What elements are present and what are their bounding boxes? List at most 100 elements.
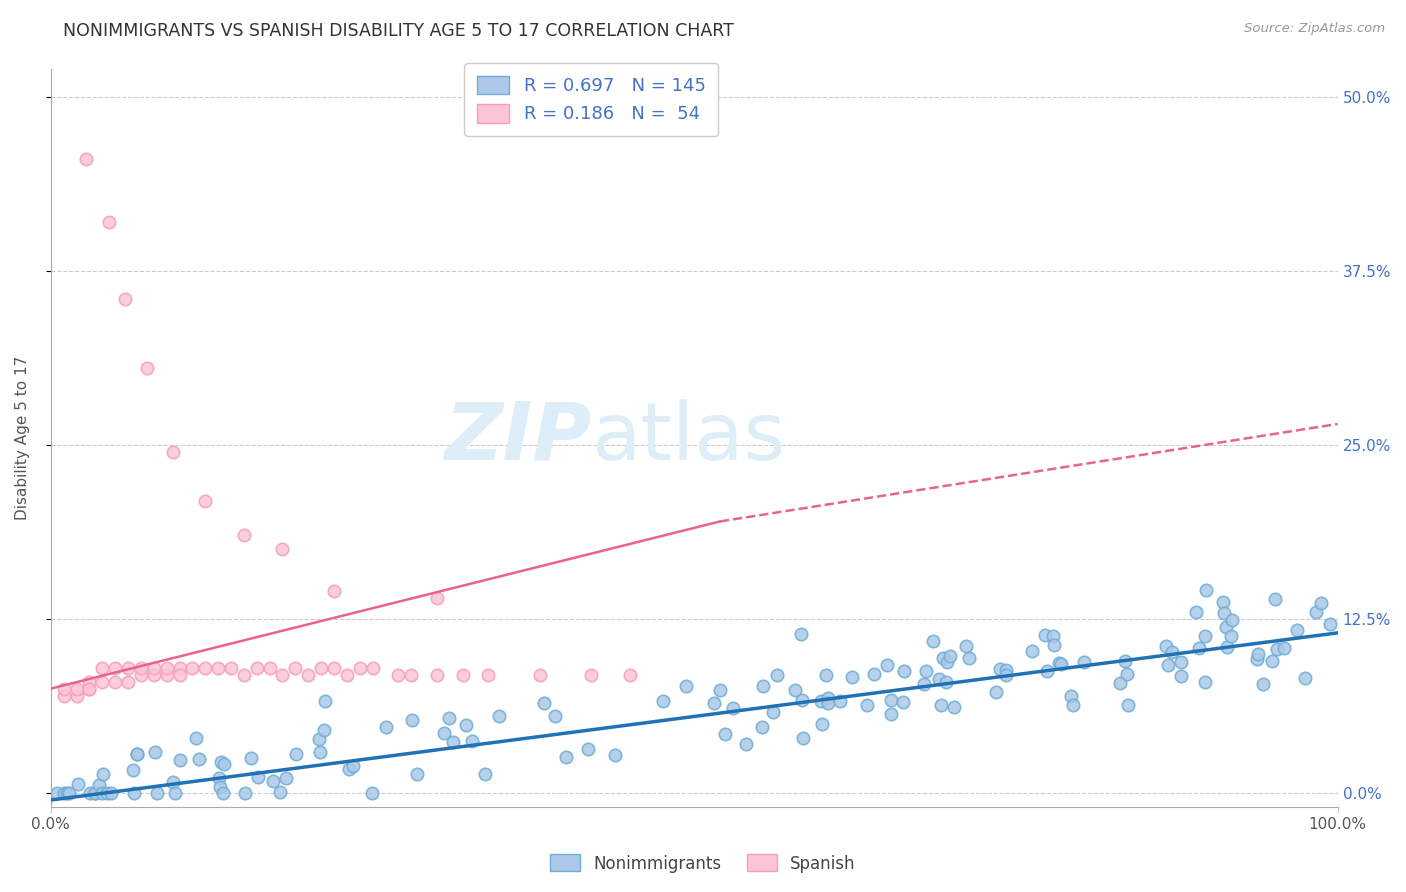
Point [162, 775, 184, 789]
Point [125, 747, 148, 761]
Point [297, 667, 319, 681]
Point [426, 591, 449, 605]
Point [207, 661, 229, 675]
Point [426, 667, 449, 681]
Point [1251, 677, 1274, 691]
Point [361, 661, 384, 675]
Point [212, 757, 235, 772]
Point [581, 667, 603, 681]
Point [142, 661, 165, 675]
Point [529, 667, 551, 681]
Point [165, 786, 187, 800]
Point [75, 153, 97, 167]
Legend: R = 0.697   N = 145, R = 0.186   N =  54: R = 0.697 N = 145, R = 0.186 N = 54 [464, 63, 718, 136]
Text: ZIP: ZIP [444, 399, 592, 477]
Point [433, 726, 456, 740]
Point [555, 750, 578, 764]
Point [323, 584, 346, 599]
Point [533, 696, 555, 710]
Point [232, 667, 254, 681]
Point [399, 667, 422, 681]
Point [1042, 630, 1064, 644]
Point [1043, 638, 1066, 652]
Point [703, 696, 725, 710]
Point [100, 786, 122, 800]
Point [1073, 655, 1095, 669]
Point [474, 767, 496, 781]
Legend: Nonimmigrants, Spanish: Nonimmigrants, Spanish [544, 847, 862, 880]
Point [461, 734, 484, 748]
Point [957, 651, 980, 665]
Point [360, 786, 382, 800]
Point [84, 786, 107, 800]
Point [246, 661, 269, 675]
Point [209, 780, 232, 794]
Point [79, 681, 101, 696]
Point [1267, 642, 1289, 657]
Point [271, 542, 294, 557]
Point [1272, 640, 1295, 655]
Point [65, 681, 87, 696]
Point [122, 763, 145, 777]
Point [209, 755, 232, 769]
Text: atlas: atlas [592, 399, 786, 477]
Point [1114, 655, 1136, 669]
Point [336, 667, 359, 681]
Point [156, 667, 179, 681]
Point [734, 737, 756, 751]
Point [1033, 628, 1056, 642]
Point [1246, 652, 1268, 666]
Point [114, 292, 136, 306]
Point [811, 717, 834, 731]
Point [1305, 605, 1327, 619]
Point [169, 667, 191, 681]
Point [1116, 698, 1139, 712]
Point [1247, 648, 1270, 662]
Point [605, 747, 627, 762]
Point [1047, 657, 1070, 671]
Point [233, 786, 256, 800]
Point [986, 685, 1008, 699]
Point [855, 698, 877, 713]
Point [79, 681, 101, 696]
Point [1154, 640, 1177, 654]
Point [308, 731, 330, 746]
Point [1050, 657, 1073, 672]
Point [271, 667, 294, 681]
Point [929, 698, 952, 712]
Point [188, 752, 211, 766]
Point [45, 786, 67, 800]
Point [91, 674, 114, 689]
Point [790, 693, 813, 707]
Point [488, 708, 510, 723]
Point [186, 731, 208, 746]
Point [1215, 619, 1237, 633]
Point [817, 691, 839, 706]
Point [790, 627, 813, 641]
Point [1062, 698, 1084, 712]
Point [765, 668, 787, 682]
Point [65, 689, 87, 703]
Point [1294, 671, 1316, 685]
Point [207, 771, 229, 785]
Point [792, 731, 814, 745]
Point [91, 767, 114, 781]
Point [915, 664, 938, 678]
Point [97, 215, 120, 229]
Point [879, 692, 901, 706]
Point [456, 718, 478, 732]
Point [104, 674, 127, 689]
Point [1170, 668, 1192, 682]
Point [1188, 640, 1211, 655]
Point [576, 742, 599, 756]
Point [52, 681, 75, 696]
Point [129, 667, 152, 681]
Point [817, 696, 839, 710]
Point [219, 661, 242, 675]
Point [104, 661, 127, 675]
Point [117, 674, 139, 689]
Point [891, 695, 914, 709]
Point [928, 672, 950, 686]
Point [995, 668, 1018, 682]
Point [143, 745, 166, 759]
